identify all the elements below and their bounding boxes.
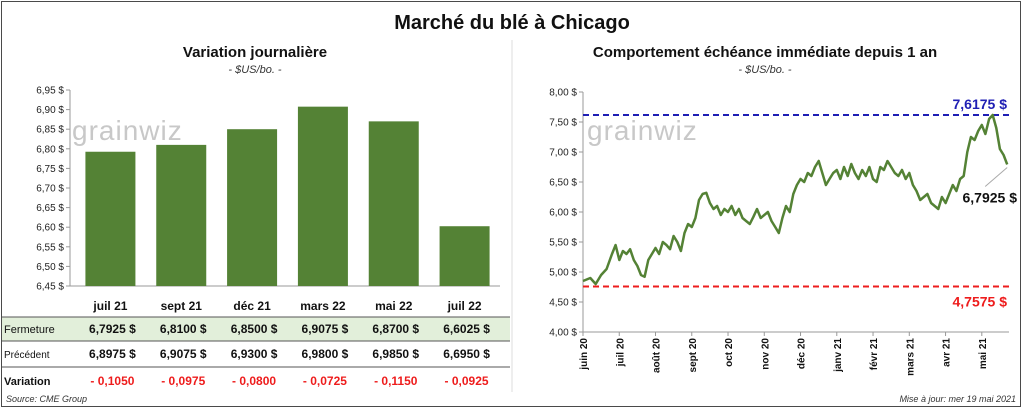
y-tick-label: 7,50 $ [549, 118, 577, 129]
table-cell: 6,6950 $ [443, 347, 490, 361]
bar [156, 144, 207, 286]
highlight-row-bg [2, 317, 510, 341]
table-cell: - 0,0800 [232, 374, 276, 388]
table-cell: 6,9800 $ [302, 347, 349, 361]
right-chart-title: Comportement échéance immédiate depuis 1… [592, 44, 938, 61]
y-tick-label: 6,80 $ [36, 144, 64, 155]
right-chart-unit: - $US/bo. - [738, 64, 792, 76]
x-tick-label: avr 21 [942, 338, 953, 367]
table-row-label: Précédent [4, 350, 50, 361]
high-value-label: 7,6175 $ [953, 96, 1008, 112]
table-cell: - 0,0925 [445, 374, 489, 388]
y-tick-label: 6,65 $ [36, 203, 64, 214]
y-tick-label: 6,55 $ [36, 242, 64, 253]
table-cell: 6,8975 $ [89, 347, 136, 361]
y-tick-label: 6,85 $ [36, 125, 64, 136]
x-tick-label: déc 21 [233, 299, 271, 313]
left-chart-title: Variation journalière [182, 44, 328, 61]
x-tick-label: oct 20 [724, 338, 735, 367]
y-tick-label: 5,50 $ [549, 238, 577, 249]
x-tick-label: sept 20 [688, 338, 699, 373]
table-cell: 6,9075 $ [302, 322, 349, 336]
y-tick-label: 6,50 $ [549, 178, 577, 189]
table-cell: 6,8100 $ [160, 322, 207, 336]
y-tick-label: 4,00 $ [549, 328, 577, 339]
x-tick-label: sept 21 [161, 299, 203, 313]
bar-chart: grainwiz 6,45 $ 6,50 $ 6,55 $ 6,60 $ 6,65 $ 6,… [2, 40, 513, 392]
watermark-logo: grainwiz [72, 115, 183, 146]
watermark-logo: grainwiz [587, 115, 698, 146]
y-tick-label: 4,50 $ [549, 298, 577, 309]
table-cell: 6,9850 $ [372, 347, 419, 361]
source-note: Source: CME Group [6, 394, 88, 404]
y-tick-label: 6,90 $ [36, 105, 64, 116]
bar [85, 151, 136, 286]
y-tick-label: 6,45 $ [36, 282, 64, 293]
x-tick-label: août 20 [652, 338, 663, 373]
table-cell: - 0,1050 [90, 374, 134, 388]
table-cell: 6,9075 $ [160, 347, 207, 361]
update-note: Mise à jour: mer 19 mai 2021 [899, 394, 1016, 404]
x-tick-label: déc 20 [797, 338, 808, 370]
y-tick-label: 6,95 $ [36, 86, 64, 97]
bar [227, 129, 278, 286]
y-tick-label: 6,70 $ [36, 184, 64, 195]
y-tick-label: 6,60 $ [36, 223, 64, 234]
table-cell: 6,8500 $ [231, 322, 278, 336]
table-cell: 6,9300 $ [231, 347, 278, 361]
y-tick-label: 6,00 $ [549, 208, 577, 219]
bar [368, 121, 419, 286]
x-tick-label: mai 21 [978, 338, 989, 370]
x-tick-label: mai 22 [375, 299, 413, 313]
x-tick-label: juil 20 [615, 338, 626, 368]
table-cell: - 0,0725 [303, 374, 347, 388]
line-chart: grainwiz 4,00 $ 4,50 $ 5,00 $ 5,50 $ 6,00 $ 6,… [549, 88, 1018, 376]
page-title: Marché du blé à Chicago [394, 12, 630, 34]
x-tick-label: juin 20 [579, 338, 590, 371]
price-series-line [582, 113, 1009, 286]
x-tick-label: mars 21 [905, 338, 916, 376]
last-value-leader [984, 167, 1008, 187]
table-cell: 6,8700 $ [372, 322, 419, 336]
bar [297, 106, 348, 286]
table-cell: 6,7925 $ [89, 322, 136, 336]
table-cell: - 0,0975 [161, 374, 205, 388]
x-tick-label: juil 22 [447, 299, 482, 313]
x-tick-label: nov 20 [760, 338, 771, 370]
x-tick-label: févr 21 [869, 338, 880, 371]
last-value-label: 6,7925 $ [963, 189, 1018, 205]
y-tick-label: 7,00 $ [549, 148, 577, 159]
y-tick-label: 8,00 $ [549, 88, 577, 99]
table-cell: - 0,1150 [374, 374, 418, 388]
y-tick-label: 5,00 $ [549, 268, 577, 279]
left-chart-unit: - $US/bo. - [228, 64, 282, 76]
x-tick-label: mars 22 [300, 299, 346, 313]
x-tick-label: juil 21 [92, 299, 127, 313]
y-tick-label: 6,75 $ [36, 164, 64, 175]
bar [439, 226, 490, 286]
table-row-label: Fermeture [4, 324, 55, 336]
table-row-label: Variation [4, 376, 51, 388]
table-cell: 6,6025 $ [443, 322, 490, 336]
x-tick-label: janv 21 [833, 338, 844, 373]
y-tick-label: 6,50 $ [36, 262, 64, 273]
low-value-label: 4,7575 $ [953, 294, 1008, 310]
